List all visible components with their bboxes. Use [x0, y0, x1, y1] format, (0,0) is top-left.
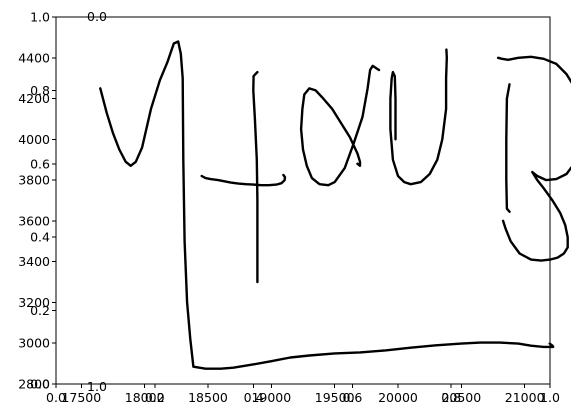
x-tick-label: 20000: [378, 390, 418, 405]
inset-x-tick-label: 0.0: [87, 9, 107, 24]
x-tick-label: 18000: [125, 390, 165, 405]
x-tick-label: 17500: [61, 390, 101, 405]
y-tick-label: 4000: [18, 132, 50, 147]
tick-layer: 17500 18000 18500 19000 19500 20000 20500 21000…: [18, 9, 560, 405]
overlay-x-tick-label: 0.8: [441, 390, 461, 405]
overlay-y-tick-label: 0.0: [30, 377, 50, 392]
series-line-7: [505, 83, 511, 213]
y-tick-label: 3800: [18, 173, 50, 188]
overlay-y-tick-label: 0.4: [30, 230, 50, 245]
x-tick-label: 18500: [188, 390, 228, 405]
axes-frame: [55, 16, 551, 385]
x-tick-label: 19500: [315, 390, 355, 405]
y-tick-label: 4200: [18, 91, 50, 106]
inset-x-tick-label: 1.0: [87, 379, 107, 394]
overlay-y-tick-label: 1.0: [30, 10, 50, 25]
overlay-y-tick-label: 0.2: [30, 303, 50, 318]
plot-area: [55, 16, 551, 385]
x-tick-label: 19000: [251, 390, 291, 405]
y-tick-label: 3000: [18, 336, 50, 351]
series-line-3: [252, 70, 259, 284]
overlay-x-tick-label: 1.0: [540, 390, 560, 405]
series-layer: [99, 40, 571, 370]
overlay-y-tick-label: 0.6: [30, 156, 50, 171]
series-line-5: [389, 48, 448, 186]
series-line-1: [99, 40, 555, 370]
y-tick-label: 3200: [18, 295, 50, 310]
x-tick-label: 20500: [441, 390, 481, 405]
y-tick-label: 4400: [18, 50, 50, 65]
overlay-x-tick-label: 0.6: [342, 390, 362, 405]
y-tick-label: 3600: [18, 213, 50, 228]
overlay-x-tick-label: 0.0: [46, 390, 66, 405]
x-tick-label: 21000: [505, 390, 545, 405]
overlay-y-tick-label: 0.8: [30, 83, 50, 98]
y-tick-label: 3400: [18, 254, 50, 269]
series-line-2: [200, 173, 287, 187]
overlay-x-tick-label: 0.4: [244, 390, 264, 405]
overlay-x-tick-label: 0.2: [145, 390, 165, 405]
series-line-6: [496, 55, 571, 262]
series-line-4: [299, 64, 381, 187]
y-tick-label: 2800: [18, 377, 50, 392]
